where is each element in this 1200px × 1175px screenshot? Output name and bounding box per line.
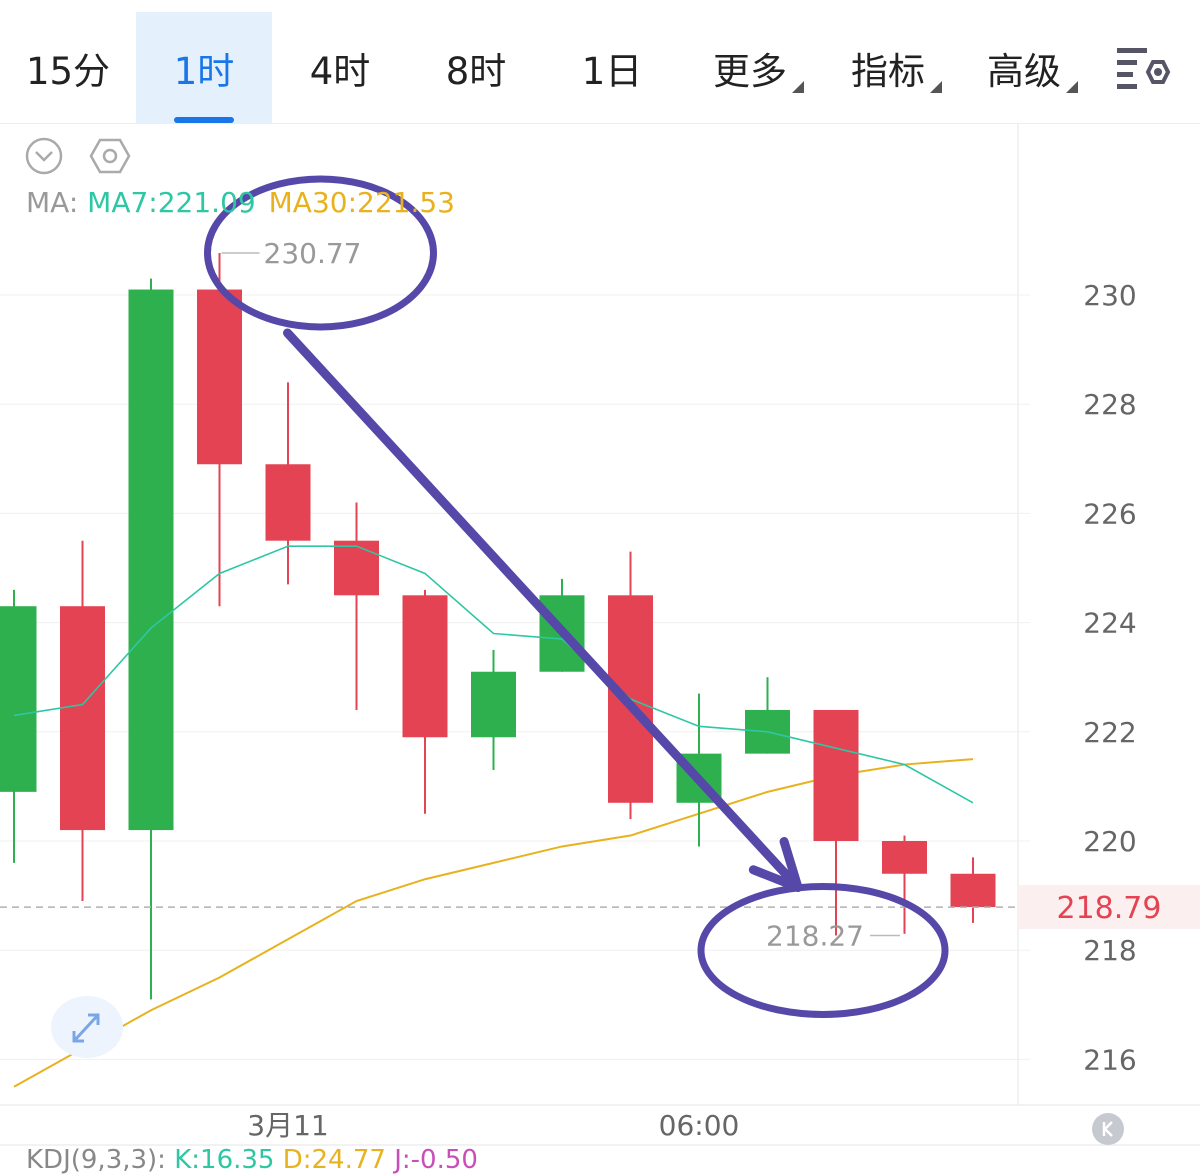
tab-15min[interactable]: 15分 <box>0 12 136 123</box>
y-tick-label: 216 <box>1083 1043 1136 1076</box>
y-tick-label: 226 <box>1083 497 1136 530</box>
arrow-head-annotation <box>748 837 803 892</box>
kdj-prefix: KDJ(9,3,3): <box>26 1145 166 1175</box>
ma-prefix: MA: <box>26 186 79 219</box>
tab-1d-label: 1日 <box>581 49 643 93</box>
tab-more[interactable]: 更多 <box>700 12 804 123</box>
candle-down <box>882 841 927 874</box>
tabs-divider <box>0 123 1200 124</box>
candle-down <box>265 464 311 541</box>
y-tick-label: 230 <box>1083 279 1136 312</box>
y-tick-label: 220 <box>1083 825 1136 858</box>
tab-indicators-label: 指标 <box>851 49 925 93</box>
candle-up <box>128 289 174 831</box>
chevron-down-circle-icon <box>25 137 63 175</box>
x-tick-label: 3月11 <box>247 1109 328 1142</box>
tab-8h-label: 8时 <box>445 49 507 93</box>
active-tab-indicator <box>174 117 234 123</box>
candle-up <box>471 671 516 738</box>
indicator-settings-button[interactable] <box>89 136 131 176</box>
ma-indicator-label: MA: MA7:221.09 MA30:221.53 <box>26 186 455 219</box>
grid-layer <box>0 124 1200 1146</box>
ma30-layer <box>13 758 974 1088</box>
kdj-k-value: K:16.35 <box>174 1145 275 1175</box>
hexagon-gear-icon <box>89 138 131 174</box>
current-price-tag-bg <box>1018 885 1200 930</box>
x-tick-label: 06:00 <box>659 1109 740 1142</box>
y-tick-label: 228 <box>1083 388 1136 421</box>
tab-1d[interactable]: 1日 <box>544 12 680 123</box>
ma7-layer <box>13 545 974 804</box>
tab-more-label: 更多 <box>713 49 787 93</box>
current-price-tag: 218.79 <box>1057 891 1162 926</box>
low-price-label: 218.27 <box>766 919 864 952</box>
high-price-label: 230.77 <box>264 237 362 270</box>
candle-down <box>197 289 242 465</box>
tab-15min-label: 15分 <box>25 49 111 93</box>
ma7-value: MA7:221.09 <box>87 186 256 219</box>
candle-down <box>60 606 105 831</box>
candlestick-chart: 216 218 220 222 224 226 228 230 3月11 06:00 218.79 2… <box>0 124 1200 1146</box>
low-circle-annotation <box>697 882 949 1018</box>
dropdown-triangle-icon <box>930 81 942 93</box>
ma30-value: MA30:221.53 <box>268 186 455 219</box>
candle-down <box>402 595 448 738</box>
label-layer: 216 218 220 222 224 226 228 230 3月11 06:00 218.79 2… <box>0 237 1200 1142</box>
tab-8h[interactable]: 8时 <box>408 12 544 123</box>
kdj-j-value: J:-0.50 <box>394 1145 478 1175</box>
tab-4h-label: 4时 <box>309 49 371 93</box>
expand-arrows-icon <box>51 996 123 1058</box>
y-tick-label: 218 <box>1083 934 1136 967</box>
high-circle-annotation <box>204 175 437 331</box>
scroll-to-latest-button[interactable] <box>1091 1112 1125 1146</box>
chart-settings-icon <box>1117 48 1171 89</box>
candle-down <box>813 709 859 841</box>
kdj-indicator-label: KDJ(9,3,3): K:16.35 D:24.77 J:-0.50 <box>26 1145 478 1175</box>
dropdown-triangle-icon <box>1066 81 1078 93</box>
candle-up <box>0 606 37 792</box>
tab-4h[interactable]: 4时 <box>272 12 408 123</box>
k-circle-icon <box>1092 1113 1124 1145</box>
tab-advanced-label: 高级 <box>987 49 1061 93</box>
collapse-indicators-button[interactable] <box>24 136 64 176</box>
y-tick-label: 224 <box>1083 607 1136 640</box>
y-tick-label: 222 <box>1083 716 1136 749</box>
tab-indicators[interactable]: 指标 <box>838 12 942 123</box>
down-arrow-annotation <box>283 328 803 892</box>
ma30-line <box>13 758 974 1088</box>
tab-1h[interactable]: 1时 <box>136 12 272 123</box>
annotation-layer <box>204 175 949 1018</box>
interval-tabs: 15分 1时 4时 8时 1日 更多 指标 高级 <box>0 0 1200 123</box>
candle-down <box>334 540 379 596</box>
chart-settings-button[interactable] <box>1113 40 1173 100</box>
dropdown-triangle-icon <box>792 81 804 93</box>
tab-advanced[interactable]: 高级 <box>974 12 1078 123</box>
candle-down <box>950 873 996 908</box>
kdj-d-value: D:24.77 <box>282 1145 386 1175</box>
ma7-line <box>13 545 974 804</box>
tab-1h-label: 1时 <box>173 49 235 93</box>
fullscreen-button[interactable] <box>50 995 124 1059</box>
